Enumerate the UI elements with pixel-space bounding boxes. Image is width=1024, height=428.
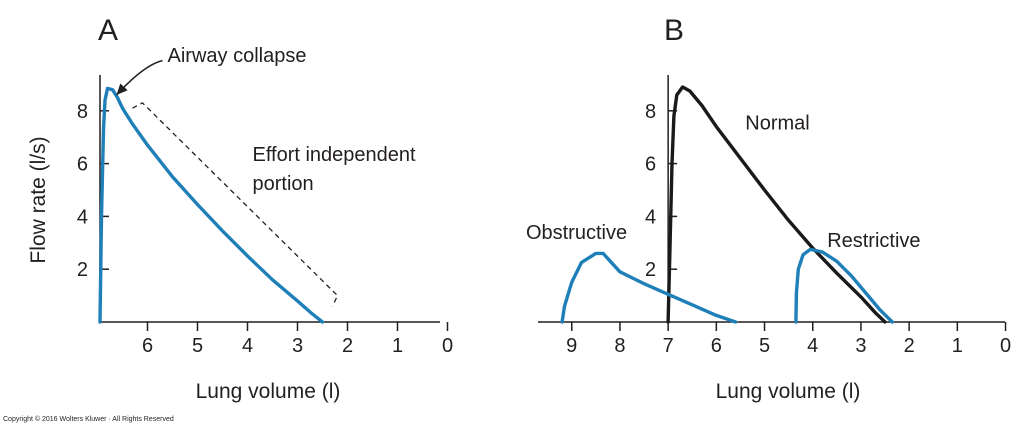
annotation-label: portion bbox=[253, 173, 314, 195]
x-tick-label: 2 bbox=[342, 335, 353, 357]
flow-volume-curve bbox=[98, 86, 325, 324]
panel-b: B 2 4 6 8 9 8 7 6 5 4 3 2 1 0 Lung volume (l) Normal Obst… bbox=[526, 14, 1011, 403]
x-tick-label: 9 bbox=[566, 335, 577, 357]
annotation-label: Restrictive bbox=[827, 230, 920, 252]
x-tick-label: 8 bbox=[614, 335, 625, 357]
y-tick-label: 8 bbox=[77, 101, 88, 123]
effort-independent-bracket bbox=[132, 102, 339, 307]
annotation-label: Normal bbox=[745, 112, 809, 134]
y-tick-label: 2 bbox=[77, 259, 88, 281]
x-tick-label: 0 bbox=[442, 335, 453, 357]
x-tick-label: 2 bbox=[904, 335, 915, 357]
annotation-label: Obstructive bbox=[526, 222, 627, 244]
x-tick-label: 1 bbox=[952, 335, 963, 357]
y-tick-label: 8 bbox=[645, 101, 656, 123]
normal-curve bbox=[666, 85, 887, 324]
y-tick-label: 6 bbox=[645, 154, 656, 176]
annotation-label: Effort independent bbox=[253, 144, 417, 166]
arrowhead-icon bbox=[116, 83, 128, 95]
x-tick-label: 5 bbox=[759, 335, 770, 357]
x-tick-label: 0 bbox=[1000, 335, 1011, 357]
x-tick-label: 6 bbox=[142, 335, 153, 357]
x-tick-label: 3 bbox=[855, 335, 866, 357]
chart-svg: A 2 4 6 8 6 5 4 3 2 1 0 Lung volume (l) Flow rate (l/… bbox=[27, 14, 1011, 403]
x-tick-label: 1 bbox=[392, 335, 403, 357]
restrictive-curve bbox=[794, 247, 894, 324]
y-tick-label: 4 bbox=[645, 206, 656, 228]
x-tick-label: 5 bbox=[192, 335, 203, 357]
x-tick-label: 6 bbox=[711, 335, 722, 357]
x-tick-label: 4 bbox=[807, 335, 818, 357]
y-tick-label: 2 bbox=[645, 259, 656, 281]
obstructive-curve bbox=[560, 251, 738, 324]
panel-letter-b: B bbox=[664, 14, 684, 47]
annotation-label: Airway collapse bbox=[168, 45, 307, 67]
x-tick-label: 3 bbox=[292, 335, 303, 357]
x-axis-label: Lung volume (l) bbox=[716, 380, 861, 403]
panel-letter-a: A bbox=[98, 14, 118, 47]
x-tick-label: 7 bbox=[663, 335, 674, 357]
y-tick-label: 6 bbox=[77, 154, 88, 176]
x-tick-label: 4 bbox=[242, 335, 253, 357]
x-axis-label: Lung volume (l) bbox=[196, 380, 341, 403]
panel-a: A 2 4 6 8 6 5 4 3 2 1 0 Lung volume (l) Flow rate (l/… bbox=[27, 14, 453, 403]
y-axis-label: Flow rate (l/s) bbox=[27, 136, 50, 263]
copyright-notice: Copyright © 2016 Wolters Kluwer · All Ri… bbox=[3, 416, 174, 423]
y-tick-label: 4 bbox=[77, 206, 88, 228]
